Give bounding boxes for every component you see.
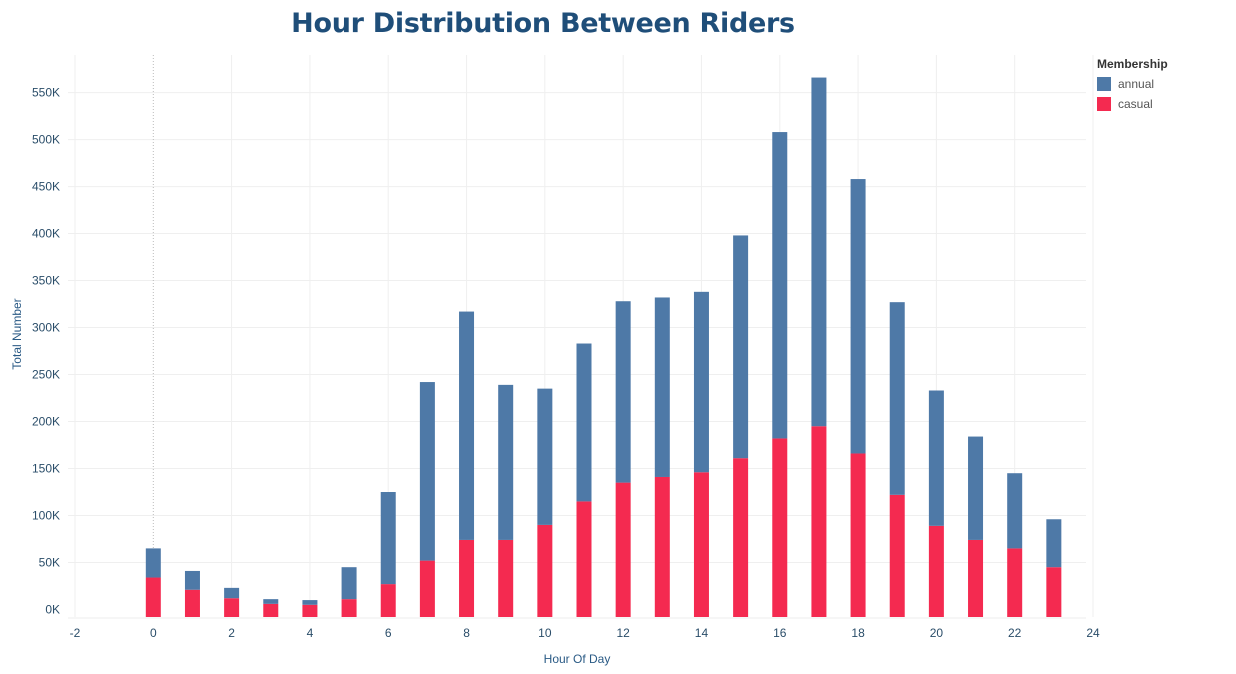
axes: 0K 50K 100K 150K 200K 250K 300K 350K 400K 450K 500…	[32, 86, 1100, 640]
bar-annual[interactable]	[302, 600, 318, 605]
legend-title: Membership	[1097, 57, 1168, 71]
y-tick-label: 550K	[32, 86, 60, 100]
y-axis-label: Total Number	[10, 298, 24, 369]
bar-casual[interactable]	[302, 604, 318, 617]
y-tick-label: 100K	[32, 509, 60, 523]
bar-casual[interactable]	[693, 472, 709, 617]
bar-casual[interactable]	[733, 458, 749, 617]
bar-casual[interactable]	[498, 539, 514, 617]
bar-casual[interactable]	[380, 584, 396, 617]
bar-casual[interactable]	[928, 525, 944, 617]
y-tick-label: 250K	[32, 368, 60, 382]
bar-annual[interactable]	[968, 436, 984, 540]
x-tick-label: 22	[1008, 626, 1022, 640]
bar-casual[interactable]	[811, 426, 827, 617]
x-tick-label: 12	[616, 626, 630, 640]
y-tick-label: 400K	[32, 227, 60, 241]
bar-casual[interactable]	[615, 482, 631, 617]
bar-casual[interactable]	[341, 599, 357, 617]
bar-annual[interactable]	[145, 548, 161, 578]
bar-annual[interactable]	[459, 311, 475, 540]
x-tick-label: 24	[1086, 626, 1100, 640]
bar-annual[interactable]	[811, 77, 827, 427]
bars	[145, 77, 1062, 617]
bar-annual[interactable]	[772, 132, 788, 439]
legend-swatch-casual	[1097, 97, 1111, 111]
bar-casual[interactable]	[576, 501, 592, 617]
bar-annual[interactable]	[380, 492, 396, 585]
bar-annual[interactable]	[928, 390, 944, 526]
legend-label-casual: casual	[1118, 97, 1153, 111]
legend-item-annual[interactable]: annual	[1097, 74, 1168, 94]
y-tick-label: 500K	[32, 133, 60, 147]
bar-casual[interactable]	[263, 603, 279, 617]
bar-annual[interactable]	[576, 343, 592, 502]
bar-casual[interactable]	[850, 453, 866, 617]
legend-item-casual[interactable]: casual	[1097, 94, 1168, 114]
x-tick-label: 14	[695, 626, 709, 640]
bar-casual[interactable]	[419, 560, 435, 617]
x-tick-label: 20	[930, 626, 944, 640]
bar-casual[interactable]	[145, 577, 161, 617]
bar-annual[interactable]	[654, 297, 670, 477]
y-tick-label: 450K	[32, 180, 60, 194]
y-tick-label: 350K	[32, 274, 60, 288]
bar-casual[interactable]	[1046, 567, 1062, 617]
x-tick-label: 0	[150, 626, 157, 640]
bar-casual[interactable]	[772, 438, 788, 617]
legend-swatch-annual	[1097, 77, 1111, 91]
x-tick-label: 6	[385, 626, 392, 640]
x-axis-label: Hour Of Day	[544, 652, 611, 666]
legend: Membership annual casual	[1097, 57, 1168, 114]
x-tick-label: 4	[307, 626, 314, 640]
bar-casual[interactable]	[968, 539, 984, 617]
bar-casual[interactable]	[889, 494, 905, 617]
bar-annual[interactable]	[498, 384, 514, 540]
bar-annual[interactable]	[341, 567, 357, 600]
bar-annual[interactable]	[733, 235, 749, 459]
bar-casual[interactable]	[459, 539, 475, 617]
bar-annual[interactable]	[615, 301, 631, 483]
y-tick-label: 50K	[39, 555, 60, 569]
x-tick-label: 18	[851, 626, 865, 640]
bar-annual[interactable]	[263, 599, 279, 604]
bar-annual[interactable]	[419, 382, 435, 561]
bar-casual[interactable]	[537, 524, 553, 617]
bar-annual[interactable]	[850, 179, 866, 454]
bar-casual[interactable]	[224, 598, 240, 617]
y-tick-label: 200K	[32, 415, 60, 429]
x-tick-label: -2	[70, 626, 81, 640]
bar-annual[interactable]	[224, 587, 240, 599]
bar-annual[interactable]	[1046, 519, 1062, 568]
y-tick-label: 150K	[32, 462, 60, 476]
bar-annual[interactable]	[693, 291, 709, 473]
chart-title: Hour Distribution Between Riders	[291, 8, 795, 39]
y-tick-label: 300K	[32, 321, 60, 335]
x-tick-label: 2	[228, 626, 235, 640]
bar-casual[interactable]	[654, 476, 670, 617]
bar-annual[interactable]	[889, 302, 905, 495]
x-tick-label: 10	[538, 626, 552, 640]
x-tick-label: 16	[773, 626, 787, 640]
bar-casual[interactable]	[184, 589, 200, 617]
bar-annual[interactable]	[537, 388, 553, 525]
y-tick-label: 0K	[45, 602, 60, 616]
legend-label-annual: annual	[1118, 77, 1155, 91]
x-tick-label: 8	[463, 626, 470, 640]
bar-casual[interactable]	[1007, 548, 1023, 617]
bar-annual[interactable]	[1007, 473, 1023, 549]
bar-annual[interactable]	[184, 570, 200, 590]
